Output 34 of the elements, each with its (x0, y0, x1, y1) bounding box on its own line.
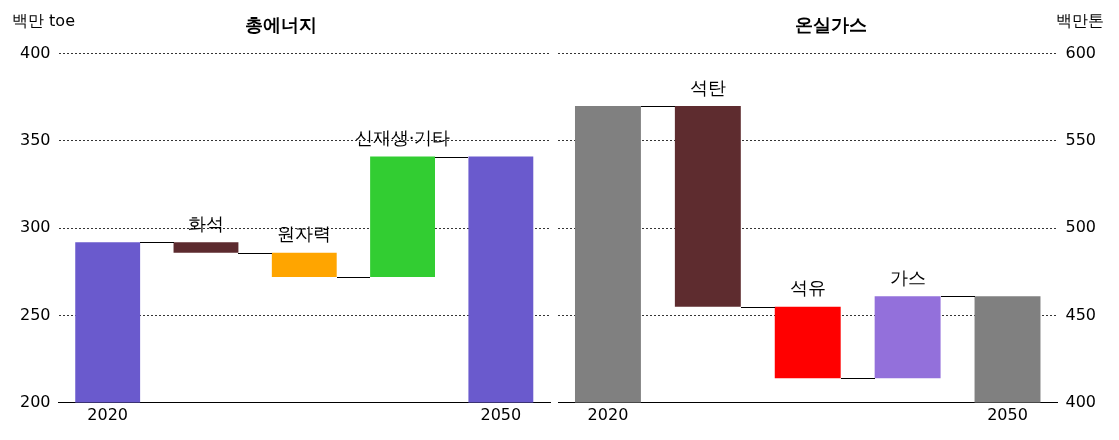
x-tick-label: 2050 (987, 404, 1028, 424)
y2-tick-label: 450 (1065, 304, 1097, 324)
bar (774, 306, 841, 379)
bar (874, 296, 941, 379)
y-tick-label: 400 (19, 42, 51, 62)
bar (370, 156, 435, 278)
x-tick-label: 2050 (480, 404, 522, 424)
x-tick-label: 가스 (889, 266, 926, 288)
y2-axis-title: 백만톤 (1056, 11, 1104, 31)
bar (468, 156, 534, 403)
y2-tick-label: 600 (1065, 42, 1097, 62)
x-tick-label: 2020 (587, 404, 629, 424)
chart-title: 온실가스 (795, 14, 867, 36)
x-tick-label: 원자력 (277, 223, 332, 245)
y2-tick-label: 400 (1065, 391, 1097, 411)
y-tick-label: 350 (19, 130, 51, 150)
chart-title: 총에너지 (245, 14, 317, 36)
x-tick-label: 화석 (187, 212, 224, 234)
bar (173, 242, 239, 253)
y2-tick-label: 550 (1065, 130, 1097, 150)
x-tick-label: 석탄 (689, 76, 726, 98)
x-tick-label: 2020 (87, 404, 129, 424)
x-tick-label: 석유 (789, 277, 826, 299)
bar (75, 242, 141, 403)
y-tick-label: 250 (19, 304, 51, 324)
y-tick-label: 300 (19, 217, 51, 237)
bar (574, 105, 641, 403)
y2-tick-label: 500 (1065, 217, 1097, 237)
bar (674, 105, 741, 307)
y-tick-label: 200 (19, 391, 51, 411)
bar (974, 296, 1041, 403)
bar (271, 252, 337, 278)
x-tick-label: 신재생·기타 (354, 127, 451, 149)
y-axis-title: 백만 toe (12, 11, 75, 31)
